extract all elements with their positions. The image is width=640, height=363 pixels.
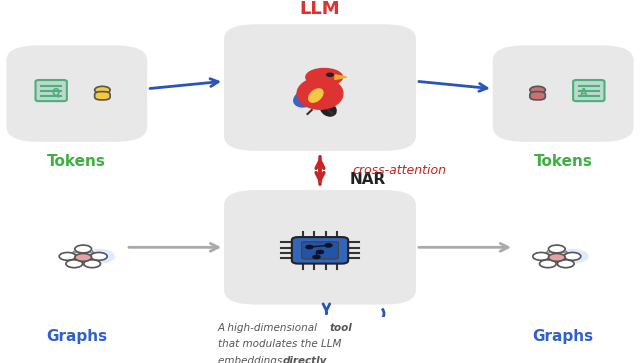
Text: Q: Q: [52, 88, 60, 98]
FancyBboxPatch shape: [224, 190, 416, 305]
Text: NAR: NAR: [350, 172, 386, 187]
FancyBboxPatch shape: [573, 80, 605, 101]
Circle shape: [66, 260, 83, 268]
Circle shape: [68, 250, 98, 265]
Text: tool: tool: [330, 323, 353, 333]
Circle shape: [325, 244, 332, 247]
Text: Tokens: Tokens: [534, 154, 593, 169]
Circle shape: [564, 252, 581, 260]
Text: Graphs: Graphs: [532, 329, 594, 344]
Circle shape: [306, 245, 313, 249]
Circle shape: [530, 86, 545, 94]
Text: cross-attention: cross-attention: [352, 164, 446, 177]
Text: Tokens: Tokens: [47, 154, 106, 169]
Circle shape: [548, 253, 565, 261]
Circle shape: [532, 252, 550, 260]
Circle shape: [557, 260, 574, 268]
Text: Graphs: Graphs: [46, 329, 108, 344]
Circle shape: [542, 250, 572, 265]
Circle shape: [95, 86, 110, 94]
Circle shape: [91, 252, 107, 260]
Circle shape: [326, 73, 333, 76]
Circle shape: [317, 250, 323, 254]
Circle shape: [540, 260, 556, 268]
Circle shape: [75, 245, 92, 253]
FancyBboxPatch shape: [292, 237, 348, 264]
Circle shape: [557, 249, 589, 264]
Ellipse shape: [297, 78, 343, 109]
Polygon shape: [335, 75, 347, 79]
FancyBboxPatch shape: [493, 45, 634, 142]
FancyBboxPatch shape: [35, 80, 67, 101]
Circle shape: [75, 253, 92, 261]
FancyBboxPatch shape: [530, 91, 545, 100]
FancyBboxPatch shape: [6, 45, 147, 142]
Circle shape: [84, 260, 100, 268]
FancyBboxPatch shape: [224, 24, 416, 151]
Circle shape: [60, 252, 76, 260]
Circle shape: [548, 245, 565, 253]
Text: A high-dimensional: A high-dimensional: [218, 323, 321, 333]
FancyBboxPatch shape: [95, 91, 110, 100]
Circle shape: [306, 69, 342, 86]
Text: directly: directly: [283, 356, 327, 363]
Text: LLM: LLM: [300, 0, 340, 18]
Ellipse shape: [294, 88, 321, 107]
Ellipse shape: [321, 102, 336, 116]
Circle shape: [83, 249, 115, 264]
Text: that modulates the LLM: that modulates the LLM: [218, 339, 341, 349]
Circle shape: [313, 255, 320, 258]
FancyBboxPatch shape: [301, 242, 339, 259]
Text: embeddings: embeddings: [218, 356, 285, 363]
Text: A: A: [580, 88, 588, 98]
Ellipse shape: [308, 89, 323, 102]
